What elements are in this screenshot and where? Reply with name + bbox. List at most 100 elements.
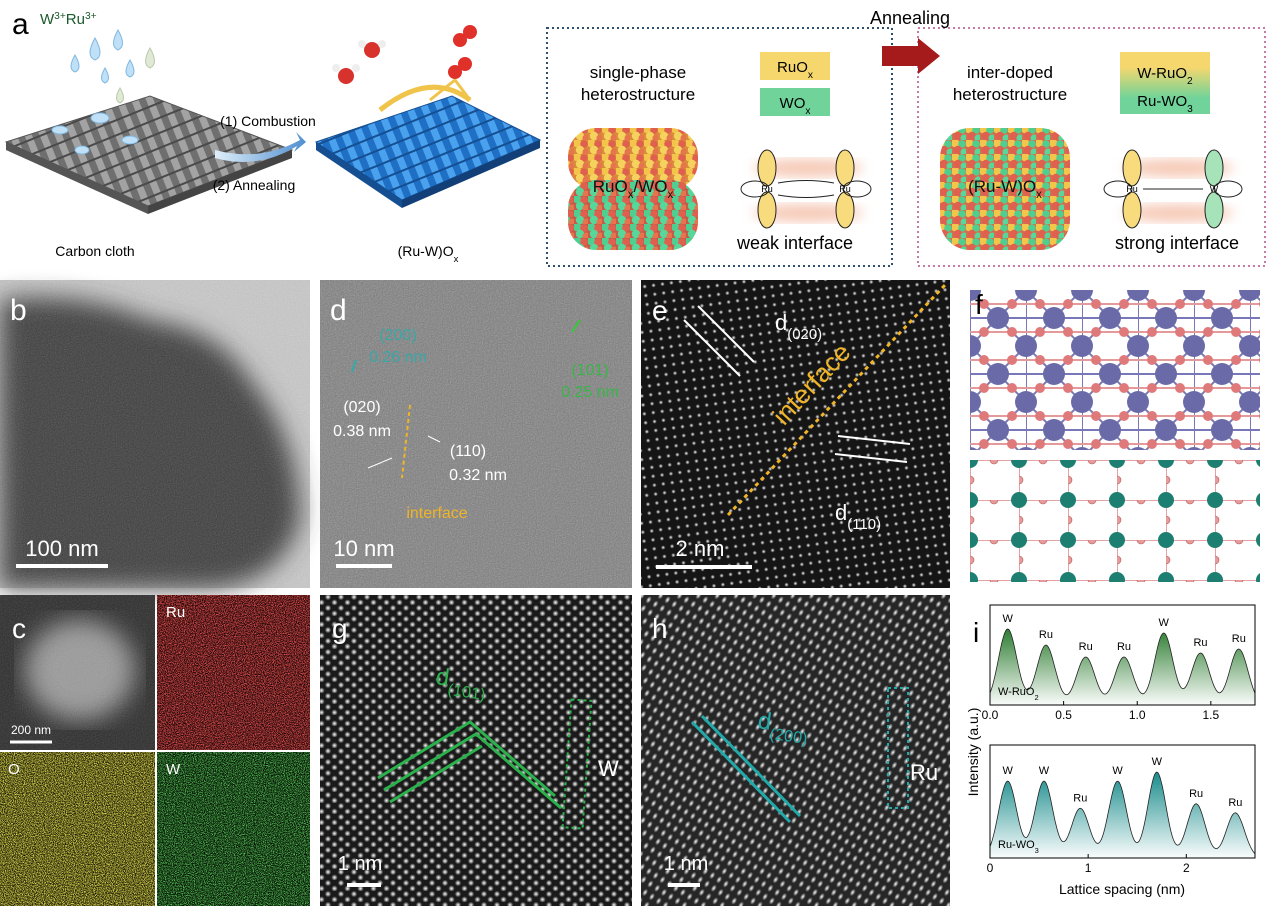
x-tick-label: 0.0 (982, 708, 999, 722)
panel-label: e (652, 295, 668, 326)
text-part: Ru (66, 11, 85, 28)
plane-label: 0.38 nm (333, 423, 391, 440)
profile-area (990, 629, 1255, 705)
peak-label: Ru (1193, 637, 1207, 649)
box-title: heterostructure (953, 85, 1067, 104)
map-label: Ru (166, 604, 185, 621)
plane-label: (200) (379, 327, 416, 344)
caption: (Ru-W)Ox (398, 243, 459, 265)
plane-label: (101) (571, 362, 608, 379)
text-part: WO (780, 95, 806, 112)
peak-label: Ru (1079, 641, 1093, 653)
plot-frame (989, 744, 1256, 859)
orbital-label: Ru (1126, 184, 1138, 194)
peak-label: W (1112, 765, 1123, 777)
spacing-label: d(101) (433, 663, 489, 704)
legend-label: RuOx (777, 59, 813, 81)
panel-label: i (973, 617, 979, 648)
scale-label: 10 nm (333, 536, 394, 561)
profile-line (989, 628, 1256, 696)
text-part: /WO (633, 177, 667, 196)
column-label: Ru (910, 760, 938, 785)
subscript: x (808, 70, 813, 81)
text-part: W-RuO (998, 686, 1035, 698)
text-part: d (775, 310, 787, 335)
peak-label: Ru (1228, 797, 1242, 809)
text-part: Ru-WO (1137, 93, 1187, 110)
text-part: Ru-WO (998, 839, 1035, 851)
x-axis-label: Lattice spacing (nm) (1059, 881, 1185, 897)
scale-label: 1 nm (338, 853, 382, 875)
subscript: x (1036, 189, 1042, 201)
map-label: O (8, 761, 20, 778)
panel-a-art (4, 25, 1266, 267)
panel-f-structure (958, 280, 1269, 588)
annealing-label: Annealing (870, 8, 950, 28)
panel-label: a (12, 8, 29, 41)
peak-label: Ru (1232, 633, 1246, 645)
plane-label: 0.26 nm (369, 349, 427, 366)
spacing-label: d(200) (755, 707, 811, 748)
supscript: 3+ (54, 11, 66, 22)
box-title: inter-doped (967, 63, 1053, 82)
x-tick-label: 1.5 (1202, 708, 1219, 722)
text-part: d (434, 663, 451, 692)
scale-label: 2 nm (676, 536, 725, 561)
interface-label: strong interface (1115, 233, 1239, 253)
peak-label: W (1159, 617, 1170, 629)
box-title: single-phase (590, 63, 686, 82)
plane-label: 0.25 nm (561, 384, 619, 401)
subscript: (110) (847, 516, 881, 533)
subscript: 3 (1035, 846, 1039, 855)
panel-e-image (641, 280, 950, 588)
sample-label: W-RuO2 (998, 686, 1039, 702)
particle-label: (Ru-W)Ox (968, 177, 1042, 201)
peak-label: Ru (1117, 641, 1131, 653)
subscript: x (805, 106, 810, 117)
subscript: 3 (1187, 104, 1193, 115)
text-part: d (835, 500, 847, 525)
particle-label: RuOx/WOx (593, 177, 674, 201)
peak-label: Ru (1189, 788, 1203, 800)
orbital-label: Ru (761, 184, 773, 194)
panel-label: f (975, 289, 983, 320)
subscript: x (667, 189, 673, 201)
text-part: (Ru-W)O (398, 243, 454, 259)
plot-frame (989, 604, 1256, 706)
panel-label: d (330, 294, 347, 327)
supscript: 3+ (85, 11, 97, 22)
scale-label: 200 nm (11, 723, 51, 737)
panel-label: b (10, 294, 27, 327)
orbital-label: W (1210, 184, 1219, 194)
x-tick-label: 2 (1183, 861, 1190, 875)
peak-label: W (1152, 756, 1163, 768)
step-label: (2) Annealing (213, 177, 296, 193)
peak-label: Ru (1073, 792, 1087, 804)
x-tick-label: 0 (987, 861, 994, 875)
spacing-label: d(110) (835, 500, 881, 533)
x-tick-label: 1 (1085, 861, 1092, 875)
panel-c-maps (0, 595, 310, 906)
panel-h-image (641, 595, 950, 906)
plane-label: 0.32 nm (449, 467, 507, 484)
panel-label: g (332, 613, 348, 644)
orbital-label: Ru (839, 184, 851, 194)
caption: Carbon cloth (55, 243, 134, 259)
step-label: (1) Combustion (220, 113, 316, 129)
text-part: RuO (593, 177, 628, 196)
x-tick-label: 1.0 (1129, 708, 1146, 722)
panel-label: c (12, 613, 26, 644)
profile-line (989, 771, 1256, 854)
plane-label: (110) (450, 443, 486, 460)
spacing-label: d(020) (775, 310, 822, 343)
sample-label: Ru-WO3 (998, 839, 1039, 855)
peak-label: W (1002, 613, 1013, 625)
column-label: W (598, 756, 619, 781)
ion-label: W3+Ru3+ (40, 11, 97, 29)
interface-label: interface (406, 505, 467, 522)
legend-label: WOx (780, 95, 811, 117)
subscript: 2 (1187, 76, 1193, 87)
peak-label: W (1002, 765, 1013, 777)
subscript: 2 (1034, 693, 1038, 702)
